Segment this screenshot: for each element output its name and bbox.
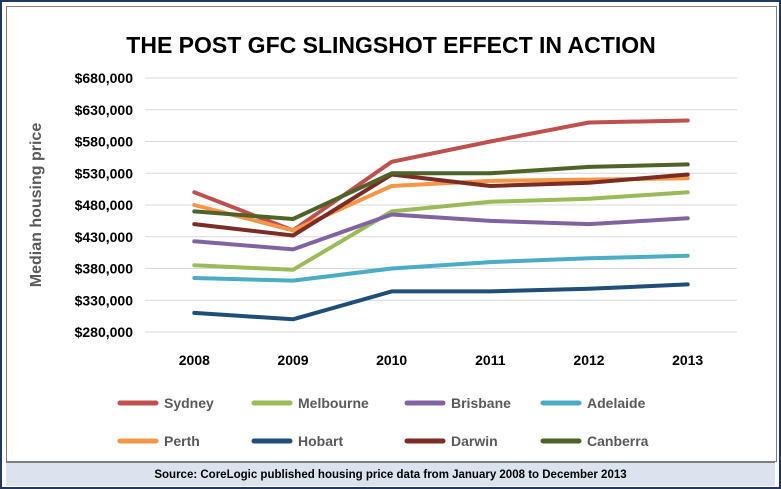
x-tick-label: 2009: [277, 352, 308, 368]
y-tick-label: $380,000: [75, 261, 134, 277]
series-line-hobart: [192, 282, 690, 322]
legend-label-perth: Perth: [164, 433, 200, 449]
x-tick-label: 2008: [179, 352, 210, 368]
y-axis-label: Median housing price: [28, 123, 45, 288]
y-tick-label: $630,000: [75, 102, 134, 118]
legend-label-hobart: Hobart: [298, 433, 343, 449]
legend-label-brisbane: Brisbane: [451, 395, 511, 411]
series-line-canberra: [192, 162, 690, 221]
y-tick-label: $430,000: [75, 229, 134, 245]
line-chart: THE POST GFC SLINGSHOT EFFECT IN ACTION M…: [28, 32, 737, 449]
y-tick-label: $280,000: [75, 324, 134, 340]
legend-label-canberra: Canberra: [587, 433, 649, 449]
y-tick-label: $480,000: [75, 197, 134, 213]
x-tick-label: 2011: [475, 352, 506, 368]
series-line-brisbane: [192, 212, 690, 252]
y-tick-label: $580,000: [75, 134, 134, 150]
legend-label-sydney: Sydney: [164, 395, 214, 411]
y-tick-label: $530,000: [75, 165, 134, 181]
x-tick-label: 2013: [672, 352, 703, 368]
chart-area: THE POST GFC SLINGSHOT EFFECT IN ACTION M…: [6, 6, 777, 462]
series-line-perth: [192, 176, 690, 233]
source-footer: Source: CoreLogic published housing pric…: [6, 462, 775, 486]
y-tick-label: $330,000: [75, 292, 134, 308]
legend-label-melbourne: Melbourne: [298, 395, 369, 411]
x-tick-label: 2010: [376, 352, 407, 368]
y-tick-label: $680,000: [75, 70, 134, 86]
series-line-melbourne: [192, 190, 690, 272]
legend-label-adelaide: Adelaide: [587, 395, 646, 411]
series-line-darwin: [192, 172, 690, 238]
chart-title: THE POST GFC SLINGSHOT EFFECT IN ACTION: [126, 32, 655, 58]
legend-label-darwin: Darwin: [451, 433, 498, 449]
series-line-sydney: [192, 118, 690, 233]
series-line-adelaide: [192, 253, 690, 283]
x-tick-label: 2012: [573, 352, 604, 368]
